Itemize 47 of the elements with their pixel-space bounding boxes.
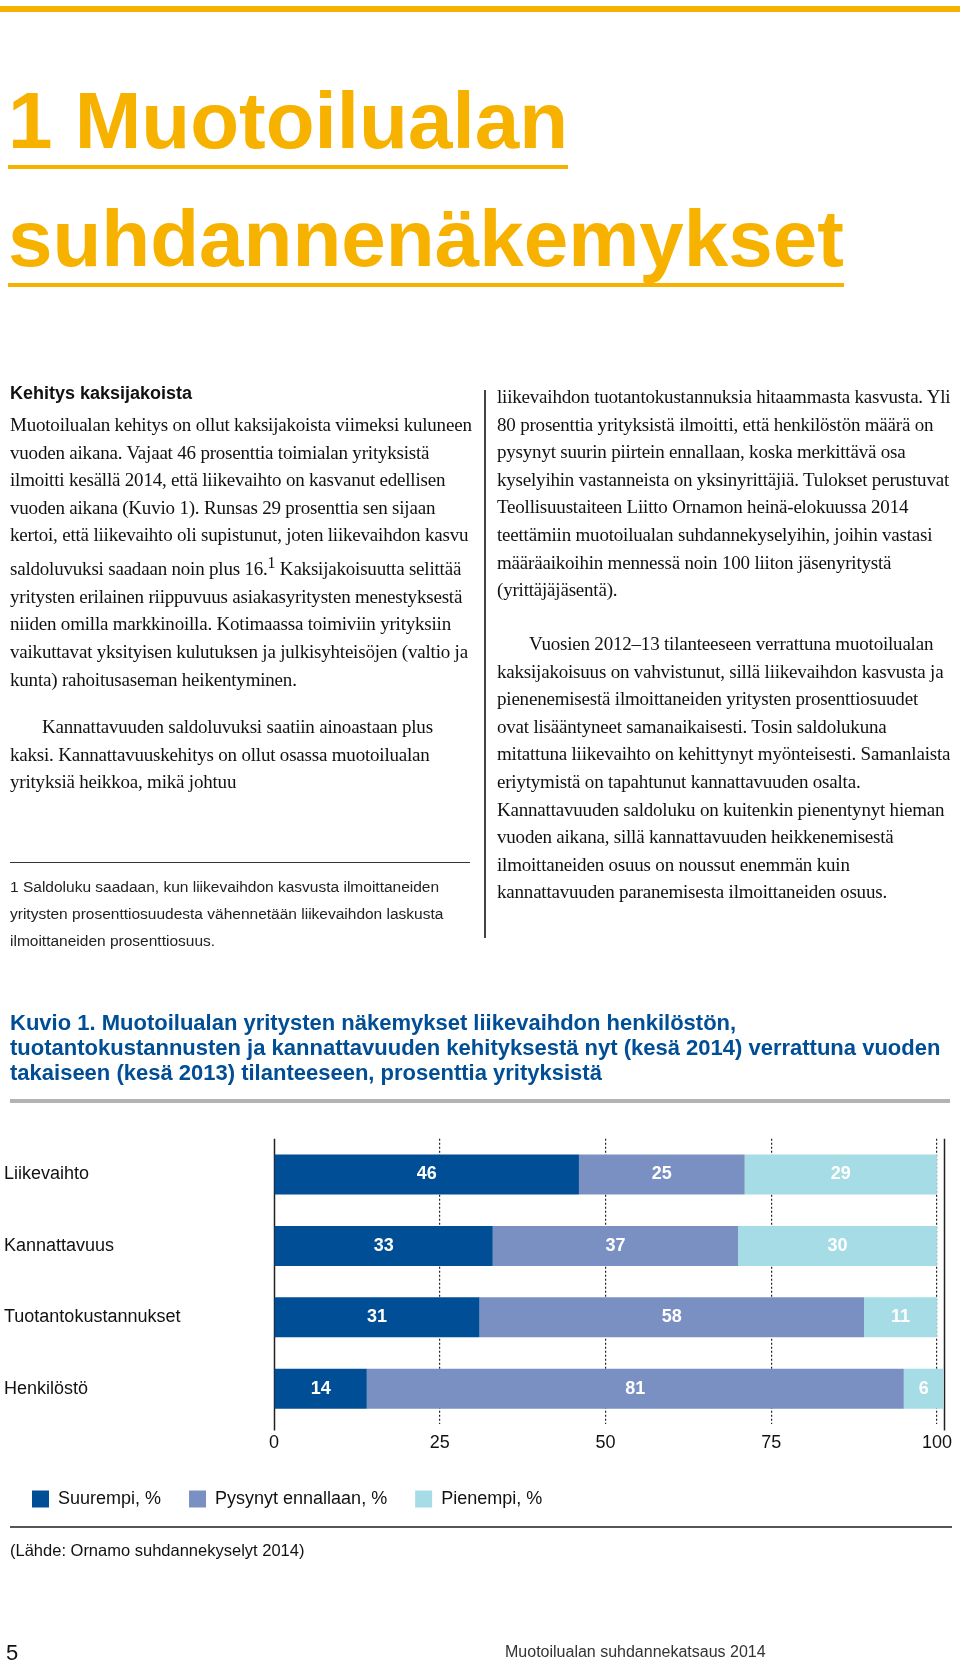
chart-title: Kuvio 1. Muotoilualan yritysten näkemykset liikevaihdon henkilöstön, tuotantokustannusten ja kannattavuuden kehityksestä nyt (kesä 2014) verrattuna vuoden takaiseen (kesä 2013) tilanteeseen, prosenttia yrityksistä xyxy=(10,1010,950,1103)
legend-label: Suurempi, % xyxy=(58,1487,162,1508)
bar xyxy=(864,1297,937,1338)
text: Kannattavuuden saldoluvuksi saatiin ainoastaan plus kaksi. Kannattavuuskehitys on ollut osassa muotoilualan yrityksiä heikkoa, mikä johtuu xyxy=(10,715,434,795)
bar xyxy=(738,1225,937,1266)
y-tick-label: Tuotantokustannukset xyxy=(4,1306,181,1327)
x-tick-label: 0 xyxy=(268,1432,280,1453)
bar xyxy=(479,1297,864,1338)
text: Muotoilualan suhdannekatsaus 2014 xyxy=(505,1643,766,1661)
bar xyxy=(744,1154,937,1195)
bar xyxy=(578,1154,745,1195)
text: Muotoilualan kehitys on ollut kaksijakoista viimeksi kuluneen vuoden aikana. Vajaat 46 prosenttia toimialan yrityksistä ilmoitti kesällä 2014, että liikevaihto on kasvanut edellisen vuoden aikana (Kuvio 1). Runsas 29 prosenttia sen sijaan kertoi, että liikevaihto oli supistunut, joten liikevaihdon kasvu saldoluvuksi saadaan noin plus 16.$^{1}$ Kaksijakoisuutta selittää yritysten erilainen riippuvuus asiakasyritysten menestyksestä niiden omilla markkinoilla. Kotimaassa toimiviin yrityksiin vaikuttavat yksityisen kulutuksen ja julkisyhteisöjen (valtio ja kunta) rahoitusaseman heikentyminen. xyxy=(10,414,472,690)
bar xyxy=(274,1225,493,1266)
text: 1 Saldoluku saadaan, kun liikevaihdon kasvusta ilmoittaneiden yritysten prosenttiosuudesta vähennetään liikevaihdon laskusta ilmoittaneiden prosenttiosuus. xyxy=(10,862,470,954)
text: Vuosien 2012–13 tilanteeseen verrattuna muotoilualan kaksijakoisuus on vahvistunut, sillä liikevaihdon kasvusta ja pienenemisestä ilmoittaneiden yritysten prosenttiosuudet ovat lisääntyneet samanaikaisesti. Tosin saldolukuna mitattuna liikevaihto on kehittynyt myönteisesti. Samanlaista eriytymistä on tapahtunut kannattavuuden osalta. Kannattavuuden saldoluku on kuitenkin pienentynyt hieman vuoden aikana, sillä kannattavuuden heikkenemisestä ilmoittaneiden osuus on noussut enemmän kuin kannattavuuden paranemisesta ilmoittaneiden osuus. xyxy=(497,633,951,903)
x-tick-label: 25 xyxy=(429,1432,450,1453)
data-label: 58 xyxy=(661,1306,682,1327)
y-tick-label: Kannattavuus xyxy=(4,1234,115,1255)
bar xyxy=(903,1368,944,1409)
y-tick-label: Liikevaihto xyxy=(4,1163,90,1184)
data-label: 81 xyxy=(625,1377,646,1398)
data-label: 46 xyxy=(416,1163,437,1184)
bar xyxy=(492,1225,739,1266)
data-label: 37 xyxy=(605,1234,626,1255)
data-label: 11 xyxy=(890,1306,910,1327)
text: 5 xyxy=(6,1640,19,1666)
x-tick-label: 50 xyxy=(595,1432,616,1453)
legend-label: Pienempi, % xyxy=(441,1487,543,1508)
text: 1 Muotoilualan suhdannenäkemykset xyxy=(8,76,844,287)
legend-label: Pysynyt ennallaan, % xyxy=(215,1487,388,1508)
data-label: 31 xyxy=(367,1306,388,1327)
bar xyxy=(274,1297,480,1338)
text: liikevaihdon tuotantokustannuksia hitaammasta kasvusta. Yli 80 prosenttia yrityksistä ilmoitti, että henkilöstön määrä on pysynyt suurin piirtein ennallaan, koska merkittävä osa kyselyihin vastanneista on yksinyrittäjiä. Tulokset perustuvat Teollisuustaiteen Liitto Ornamon heinä-elokuussa 2014 teettämiin muotoilualan suhdannekyselyihin, joihin vastasi määräaikoihin mennessä noin 100 liiton jäsenyritystä (yrittäjäjäsentä). xyxy=(497,385,952,603)
data-label: 29 xyxy=(830,1163,851,1184)
data-label: 25 xyxy=(651,1163,672,1184)
text: (Lähde: Ornamo suhdannekyselyt 2014) xyxy=(10,1526,952,1560)
data-label: 33 xyxy=(373,1234,394,1255)
x-tick-label: 75 xyxy=(761,1432,782,1453)
bar xyxy=(274,1368,367,1409)
text: Kehitys kaksijakoista xyxy=(10,383,193,404)
x-tick-label: 100 xyxy=(921,1432,952,1453)
data-label: 30 xyxy=(827,1234,848,1255)
data-label: 14 xyxy=(310,1377,331,1398)
data-label: 6 xyxy=(918,1377,929,1398)
bar xyxy=(366,1368,904,1409)
y-tick-label: Henkilöstö xyxy=(4,1377,89,1398)
bar xyxy=(274,1154,579,1195)
